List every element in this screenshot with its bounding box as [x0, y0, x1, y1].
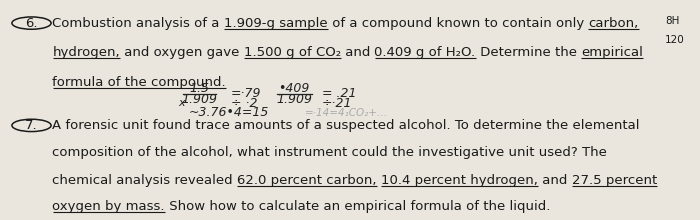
Text: Show how to calculate an empirical formula of the liquid.: Show how to calculate an empirical formu…: [165, 200, 550, 213]
Text: ÷ ·2: ÷ ·2: [231, 97, 258, 110]
Text: formula of the compound.: formula of the compound.: [52, 76, 226, 89]
Text: 120: 120: [665, 35, 685, 45]
Text: 1.909: 1.909: [181, 93, 218, 106]
Text: 1.500 g of CO₂: 1.500 g of CO₂: [244, 46, 341, 59]
Text: = .21: = .21: [322, 87, 356, 100]
Text: A forensic unit found trace amounts of a suspected alcohol. To determine the ele: A forensic unit found trace amounts of a…: [52, 119, 640, 132]
Text: carbon,: carbon,: [588, 16, 638, 30]
Text: oxygen by mass.: oxygen by mass.: [52, 200, 165, 213]
Text: ÷·21: ÷·21: [322, 97, 353, 110]
Text: composition of the alcohol, what instrument could the investigative unit used? T: composition of the alcohol, what instrum…: [52, 146, 608, 160]
Text: 1.909: 1.909: [276, 93, 312, 106]
Text: 1.909-g sample: 1.909-g sample: [224, 16, 328, 30]
Text: chemical analysis revealed: chemical analysis revealed: [52, 174, 237, 187]
Text: 62.0 percent carbon,: 62.0 percent carbon,: [237, 174, 377, 187]
Text: ~3.76•4=15: ~3.76•4=15: [189, 106, 270, 119]
Text: empirical: empirical: [581, 46, 643, 59]
Text: 10.4 percent hydrogen,: 10.4 percent hydrogen,: [381, 174, 538, 187]
Text: Combustion analysis of a: Combustion analysis of a: [52, 16, 224, 30]
Text: hydrogen,: hydrogen,: [52, 46, 120, 59]
Text: =·14=4₁CO₂+…: =·14=4₁CO₂+…: [304, 108, 388, 118]
Text: 7.: 7.: [25, 119, 38, 132]
Text: x: x: [178, 98, 185, 108]
Text: of a compound known to contain only: of a compound known to contain only: [328, 16, 588, 30]
Text: and oxygen gave: and oxygen gave: [120, 46, 244, 59]
Text: 27.5 percent: 27.5 percent: [572, 174, 657, 187]
Text: =·79: =·79: [231, 87, 262, 100]
Text: •409: •409: [279, 81, 309, 95]
Text: and: and: [538, 174, 572, 187]
Text: 1.5: 1.5: [190, 81, 209, 95]
Text: 6.: 6.: [25, 16, 38, 30]
Text: 0.409 g of H₂O.: 0.409 g of H₂O.: [374, 46, 475, 59]
Text: 8H: 8H: [665, 16, 680, 26]
Text: and: and: [341, 46, 374, 59]
Text: Determine the: Determine the: [475, 46, 581, 59]
